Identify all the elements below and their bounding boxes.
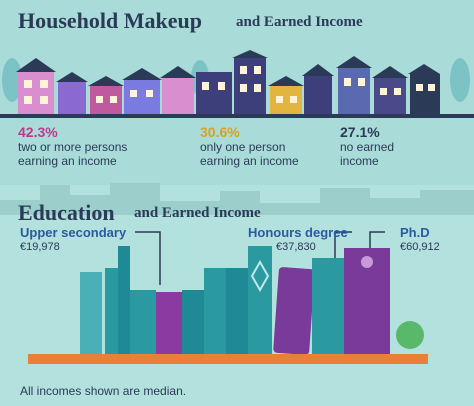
- level-income: €60,912: [400, 241, 440, 253]
- level-label: Ph.D: [400, 225, 430, 240]
- stat-text: only one person: [200, 140, 286, 154]
- level-label: Upper secondary: [20, 225, 127, 240]
- level-income: €37,830: [276, 241, 316, 253]
- trees: [2, 58, 470, 102]
- houses: [16, 50, 440, 114]
- stat-text: income: [340, 154, 379, 168]
- stat-value: 42.3%: [18, 124, 58, 140]
- section-subtitle: and Earned Income: [134, 205, 261, 221]
- books: [80, 246, 424, 355]
- stat-text: no earned: [340, 140, 395, 154]
- leader-lines: [135, 231, 385, 285]
- stat-text: earning an income: [200, 154, 299, 168]
- stat-value: 30.6%: [200, 124, 240, 140]
- stat-text: earning an income: [18, 154, 117, 168]
- shelf: [28, 354, 428, 364]
- stat-value: 27.1%: [340, 124, 380, 140]
- skyline: [0, 183, 474, 215]
- section-subtitle: and Earned Income: [236, 14, 363, 30]
- ground: [0, 114, 474, 118]
- section-title: Household Makeup: [18, 8, 202, 33]
- level-label: Honours degree: [248, 225, 348, 240]
- level-income: €19,978: [20, 241, 60, 253]
- footnote: All incomes shown are median.: [20, 384, 187, 398]
- section-title: Education: [18, 200, 115, 225]
- stat-text: two or more persons: [18, 140, 128, 154]
- apple: [396, 321, 424, 349]
